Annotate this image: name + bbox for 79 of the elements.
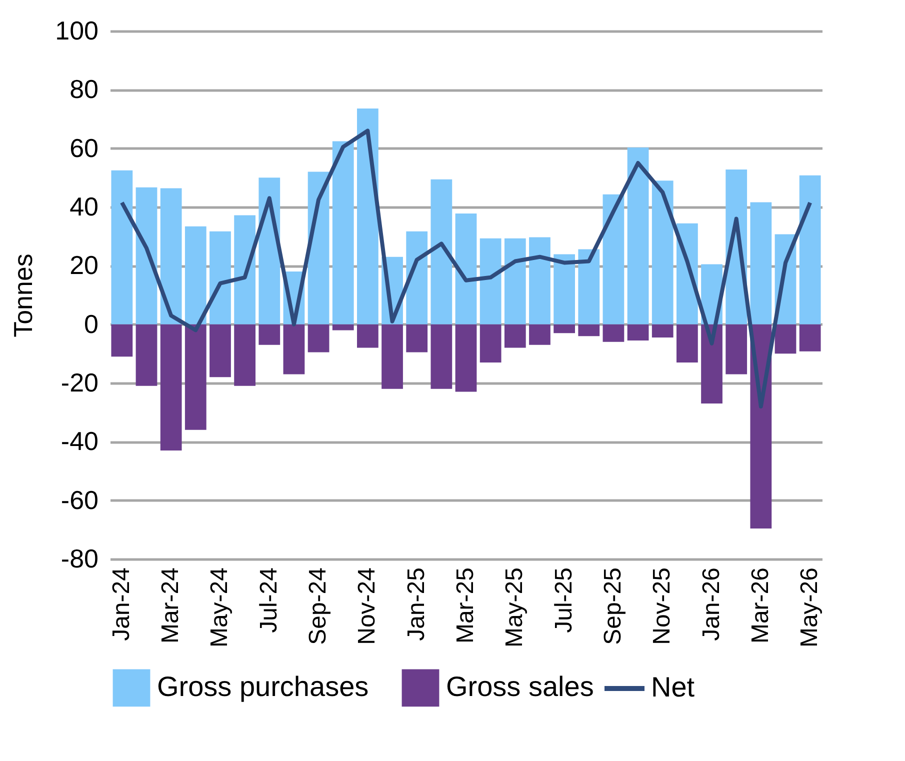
line-series [120,128,812,408]
bar [504,238,526,324]
x-tick-label: Jan-25 [402,568,430,641]
bar [554,254,575,324]
bar [799,175,821,324]
bar [578,324,600,336]
bar [406,324,428,352]
bar [627,324,649,340]
bar [234,215,256,324]
legend-label: Net [651,672,695,702]
y-axis-title: Tonnes [8,254,38,338]
bar [529,237,550,324]
x-tick-label: Jan-26 [698,568,725,641]
bar [627,147,649,324]
bar [652,324,674,338]
x-tick-label: Jan-24 [108,568,135,641]
bar [332,141,354,324]
bar [283,324,305,374]
bar [111,324,133,357]
bar [430,324,452,389]
bar [750,202,772,324]
y-tick-label: -60 [60,484,98,515]
y-tick-label: -40 [60,426,98,456]
y-tick-label: 100 [55,16,98,46]
bar [332,324,354,330]
x-tick-label: Nov-24 [354,568,381,645]
x-tick-label: Nov-25 [648,568,676,645]
x-tick-label: Mar-26 [746,568,774,644]
y-tick-label: -80 [60,544,98,574]
bar [602,194,624,324]
bar [578,249,600,324]
y-tick-label: 0 [84,308,98,339]
bar [480,238,502,324]
x-tick-label: May-26 [796,568,824,648]
bar [184,324,206,430]
bar [136,324,158,386]
y-tick-label: -20 [60,368,98,398]
bar [430,179,452,324]
bar [676,324,698,362]
x-tick-label: May-25 [501,568,528,648]
bar [136,187,158,324]
bar [726,324,748,374]
bar [160,188,182,324]
bar [357,108,378,324]
y-tick-label: 40 [70,192,98,222]
bar [406,231,428,324]
bar [184,226,206,324]
bar [160,324,182,450]
legend-label: Gross sales [446,670,594,702]
bar [210,324,231,378]
bar [529,324,550,345]
y-tick-label: 20 [70,250,98,280]
y-tick-label: 80 [70,74,98,104]
y-tick-label: 60 [70,132,98,163]
bar [774,324,796,354]
bar [455,213,477,324]
bar [234,324,256,386]
bar [799,324,821,352]
x-tick-label: Jul-25 [550,568,578,633]
bar [308,324,330,352]
bar [111,170,133,324]
bar [382,324,403,389]
bar [210,231,231,324]
bar [258,324,280,345]
bar [455,324,477,392]
bar [701,324,722,404]
legend-label: Gross purchases [157,670,369,702]
x-tick-label: May-24 [206,568,234,648]
bar [652,180,674,324]
bar [480,324,502,362]
x-tick-label: Sep-25 [599,568,626,645]
x-tick-label: Mar-24 [157,568,184,644]
bar [357,324,378,348]
bar [602,324,624,342]
bar [554,324,575,334]
x-tick-label: Jul-24 [255,568,282,633]
x-tick-label: Sep-24 [304,568,332,645]
bar [504,324,526,348]
x-tick-label: Mar-25 [452,568,479,644]
